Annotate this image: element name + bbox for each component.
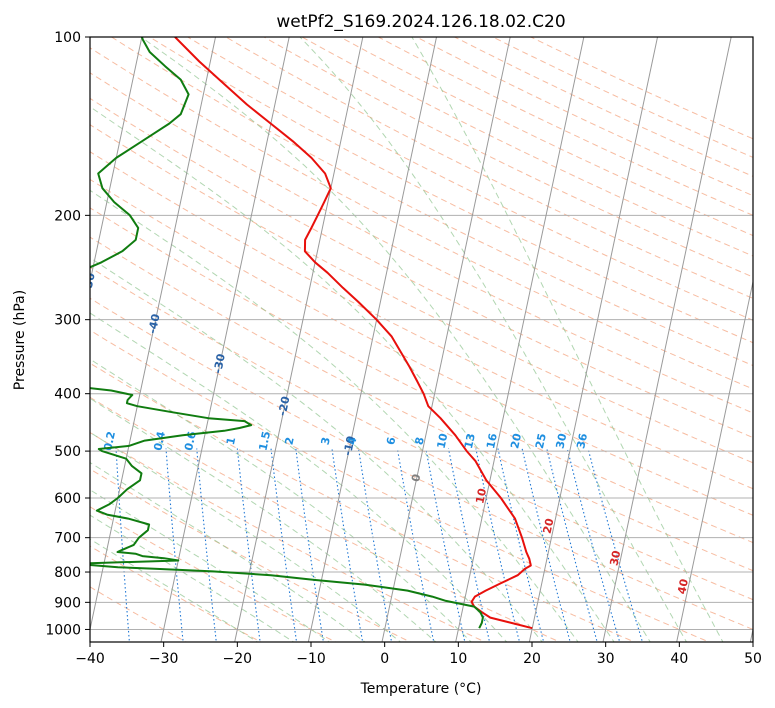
isotherm-label: -20 [276,395,293,417]
x-tick-label: −40 [75,651,105,667]
mixing-ratio-label: 25 [533,432,549,450]
isotherm-label: -30 [211,352,228,374]
mixing-ratio-label: 13 [462,432,478,450]
y-tick-label: 300 [54,313,81,329]
moist-adiabat-line [90,431,402,642]
mixing-ratio-line [546,448,598,642]
mixing-ratio-label: 3 [319,436,333,446]
y-tick-label: 200 [54,208,81,224]
mixing-ratio-label: 1.5 [256,430,273,452]
x-tick-label: 30 [597,651,615,667]
isotherm-line [528,37,659,642]
y-tick-label: 1000 [45,622,81,638]
y-axis-ticks: 100 200 300 400 500 600 700 800 900 1000 [45,30,90,638]
dry-adiabat-line [90,329,711,642]
dry-adiabat-line [90,266,753,601]
mixing-ratio-line [566,448,621,642]
pressure-gridlines [90,37,753,630]
mixing-ratio-label: 20 [508,432,524,450]
mixing-ratio-label: 16 [484,432,500,450]
isotherm-line [160,37,290,642]
isotherm-label: -10 [341,434,358,456]
dry-adiabat-line [90,236,753,572]
x-axis-ticks: −40 −30 −20 −10 0 10 20 30 40 50 [75,642,762,667]
dry-adiabat-line [186,37,753,321]
x-tick-label: −20 [223,651,253,667]
mixing-ratio-line [165,448,184,642]
plot-frame [89,36,754,643]
mixing-ratio-line [447,448,491,642]
x-tick-label: 50 [744,651,762,667]
mixing-ratio-line [475,448,521,642]
mixing-ratio-label: 0.4 [151,430,168,452]
mixing-ratio-label: 30 [553,432,569,450]
mixing-ratio-line [295,448,324,642]
dry-adiabat-line [148,37,753,344]
mixing-ratio-line [521,448,571,642]
isotherm-line [676,279,753,642]
chart-title: wetPf2_S169.2024.126.18.02.C20 [276,12,565,32]
y-tick-label: 900 [54,595,81,611]
warm-label: 30 [607,549,623,567]
y-tick-label: 800 [54,565,81,581]
dry-adiabat-line [90,47,753,390]
dry-adiabat-line [90,151,753,490]
isotherm-label: -50 [81,271,98,293]
mixing-ratio-line [497,448,545,642]
dewpoint-profile-line [90,37,484,629]
warm-label: 20 [541,517,557,535]
isotherm-line [455,37,585,642]
y-tick-label: 700 [54,531,81,547]
isotherm-line [90,37,143,285]
mixing-ratio-label: 36 [574,432,590,450]
mixing-ratio-label: 2 [282,436,296,446]
y-axis-label: Pressure (hPa) [12,290,28,390]
isotherm-line [90,37,217,632]
y-tick-label: 500 [54,444,81,460]
mixing-ratio-line [396,448,435,642]
isotherm-line [381,37,511,642]
isotherm-label: -40 [146,312,163,334]
dry-adiabat-line [90,431,487,642]
zero-isotherm-label: 0 [409,472,423,483]
mixing-ratio-label: 10 [435,432,451,450]
moist-adiabat-line [140,37,651,642]
contour-labels: -100-90-80-70-60-50-40-30-20-10010203040… [81,271,691,595]
mixing-ratio-line [196,448,217,642]
mixing-ratio-line [270,448,298,642]
y-tick-label: 400 [54,387,81,403]
mixing-ratio-label: 8 [413,436,427,446]
x-tick-label: −10 [296,651,326,667]
plot-area: -100-90-80-70-60-50-40-30-20-10010203040… [81,37,753,642]
moist-adiabat-line [299,37,688,642]
isotherm-lines [90,37,753,642]
isotherm-line [307,37,438,642]
x-tick-label: 0 [380,651,389,667]
x-tick-label: −30 [149,651,179,667]
profile-series [90,37,533,630]
dry-adiabat-line [90,72,753,414]
mixing-ratio-line [587,448,644,642]
dry-adiabat-line [90,178,753,516]
temperature-profile-line [174,37,533,630]
mixing-ratio-line [357,448,393,642]
y-tick-label: 100 [54,30,81,46]
mixing-ratio-label: 4 [345,436,359,447]
x-axis-label: Temperature (°C) [360,681,482,697]
isotherm-line [602,37,732,642]
warm-label: 40 [675,577,691,595]
y-tick-label: 600 [54,491,81,507]
dry-adiabat-line [90,124,753,464]
isotherm-line [234,37,364,642]
x-tick-label: 10 [449,651,467,667]
warm-label: 10 [473,487,489,505]
mixing-ratio-label: 1 [224,436,238,446]
x-tick-label: 40 [670,651,688,667]
mixing-ratio-line [236,448,261,642]
x-tick-label: 20 [523,651,541,667]
mixing-ratio-line [331,448,364,642]
mixing-ratio-label: 6 [384,436,398,447]
